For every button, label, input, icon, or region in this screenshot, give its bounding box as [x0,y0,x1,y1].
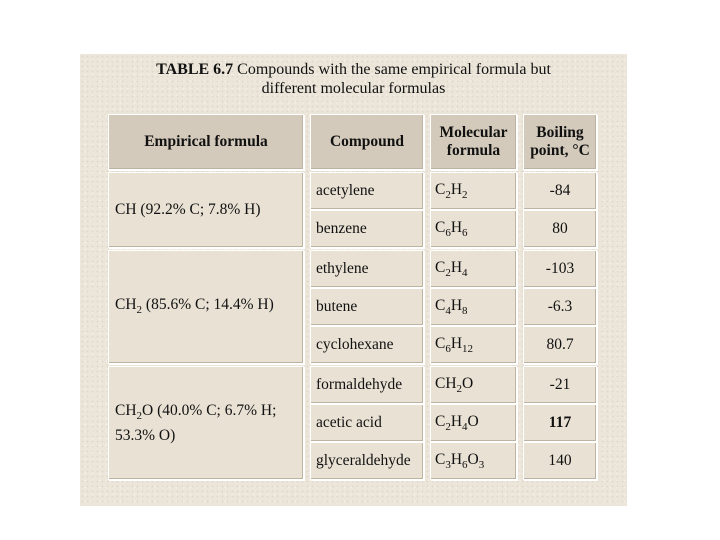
table-panel: TABLE 6.7 Compounds with the same empiri… [80,54,627,506]
header-row: Empirical formula Compound Molecular form… [108,114,597,170]
compound-cell: glyceraldehyde [310,442,424,480]
header-empirical-formula: Empirical formula [108,114,304,170]
table-number: TABLE 6.7 [156,61,234,78]
boiling-point-cell: 117 [523,404,597,442]
table-row: glyceraldehyde C3H6O3 140 [108,442,597,480]
table-row: acetic acid C2H4O 117 [108,404,597,442]
boiling-point-cell: 80.7 [523,326,597,364]
compound-cell: acetylene [310,172,424,210]
caption-line-2: different molecular formulas [261,80,446,97]
boiling-point-cell: -84 [523,172,597,210]
molecular-formula-cell: C4H8 [430,288,517,326]
empirical-formula-cell: CH2O (40.0% C; 6.7% H; 53.3% O) [108,366,304,480]
table-row: butene C4H8 -6.3 [108,288,597,326]
molecular-formula-cell: C2H4O [430,404,517,442]
molecular-formula-cell: CH2O [430,366,517,404]
table-row: cyclohexane C6H12 80.7 [108,326,597,364]
empirical-formula-cell: CH (92.2% C; 7.8% H) [108,172,304,248]
table-row: CH2O (40.0% C; 6.7% H; 53.3% O) formaldeh… [108,366,597,480]
boiling-point-cell: -103 [523,250,597,288]
table-row: benzene C6H6 80 [108,210,597,248]
molecular-formula-cell: C6H12 [430,326,517,364]
compound-cell: butene [310,288,424,326]
boiling-point-cell: -6.3 [523,288,597,326]
molecular-formula-cell: C6H6 [430,210,517,248]
compound-cell: benzene [310,210,424,248]
boiling-point-cell: 140 [523,442,597,480]
molecular-formula-cell: C2H2 [430,172,517,210]
molecular-formula-cell: C2H4 [430,250,517,288]
compound-cell: ethylene [310,250,424,288]
compound-cell: acetic acid [310,404,424,442]
table-row: CH (92.2% C; 7.8% H) acetylene C2H2 -84 [108,172,597,248]
caption-line-1: Compounds with the same empirical formul… [233,61,551,78]
header-boiling-point: Boiling point, °C [523,114,597,170]
boiling-point-cell: 80 [523,210,597,248]
boiling-point-cell: -21 [523,366,597,404]
molecular-formula-cell: C3H6O3 [430,442,517,480]
compound-cell: cyclohexane [310,326,424,364]
table-caption: TABLE 6.7 Compounds with the same empiri… [80,60,627,98]
header-molecular-formula: Molecular formula [430,114,517,170]
compound-cell: formaldehyde [310,366,424,404]
header-compound: Compound [310,114,424,170]
compounds-table: Empirical formula Compound Molecular form… [102,114,603,480]
table-row: CH2 (85.6% C; 14.4% H) ethylene C2H4 -10… [108,250,597,364]
empirical-formula-cell: CH2 (85.6% C; 14.4% H) [108,250,304,364]
